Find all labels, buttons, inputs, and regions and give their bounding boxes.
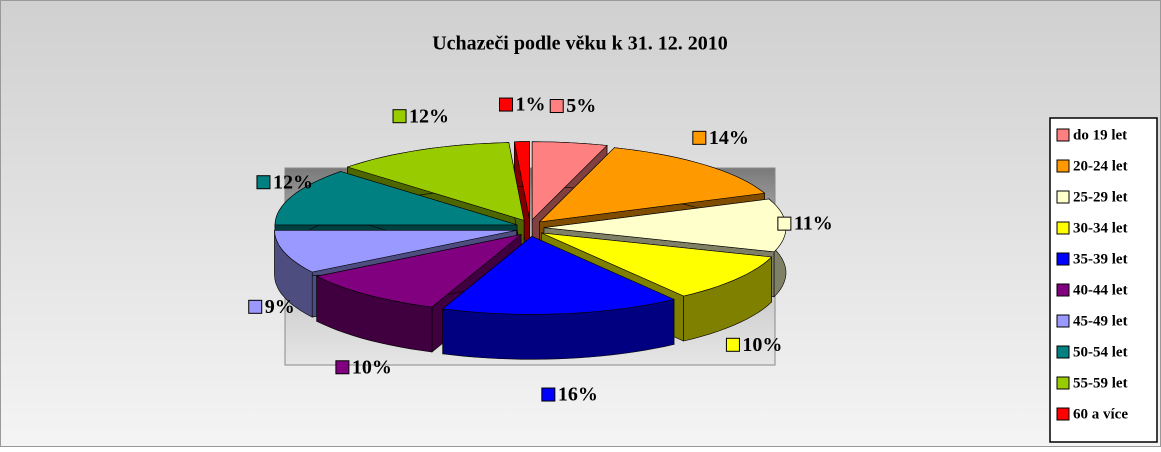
label-key bbox=[692, 130, 707, 145]
label-key bbox=[392, 109, 407, 124]
slice bbox=[274, 230, 517, 273]
label-key bbox=[256, 175, 271, 190]
slice bbox=[315, 234, 522, 308]
slice bbox=[274, 171, 518, 226]
legend-key bbox=[1056, 314, 1070, 328]
legend-label: 30-34 let bbox=[1073, 220, 1128, 236]
data-label: 1% bbox=[516, 94, 546, 116]
label-key bbox=[777, 216, 792, 231]
chart-title: Uchazeči podle věku k 31. 12. 2010 bbox=[432, 33, 728, 55]
legend-label: 35-39 let bbox=[1073, 251, 1128, 267]
slice bbox=[538, 147, 766, 223]
data-label: 11% bbox=[794, 213, 833, 235]
legend-label: do 19 let bbox=[1073, 127, 1127, 143]
legend-key bbox=[1056, 159, 1070, 173]
slice bbox=[541, 232, 773, 297]
label-key bbox=[541, 387, 556, 402]
slice bbox=[514, 141, 530, 220]
legend-label: 55-59 let bbox=[1073, 375, 1128, 391]
data-label: 10% bbox=[742, 334, 782, 356]
slice bbox=[441, 235, 675, 315]
legend-key bbox=[1056, 221, 1070, 235]
label-key bbox=[499, 97, 514, 112]
legend-key bbox=[1056, 407, 1070, 421]
data-label: 9% bbox=[265, 296, 295, 318]
slice bbox=[531, 141, 608, 221]
data-label: 5% bbox=[566, 95, 596, 117]
legend-key bbox=[1056, 128, 1070, 142]
legend-label: 50-54 let bbox=[1073, 344, 1128, 360]
legend-label: 25-29 let bbox=[1073, 189, 1128, 205]
label-key bbox=[725, 337, 740, 352]
legend-key bbox=[1056, 283, 1070, 297]
data-label: 12% bbox=[273, 171, 313, 193]
legend-key bbox=[1056, 376, 1070, 390]
label-key bbox=[335, 360, 350, 375]
data-label: 12% bbox=[409, 105, 449, 127]
legend-label: 40-44 let bbox=[1073, 282, 1128, 298]
legend-key bbox=[1056, 190, 1070, 204]
data-label: 10% bbox=[352, 356, 392, 378]
legend-key bbox=[1056, 252, 1070, 266]
legend-label: 20-24 let bbox=[1073, 158, 1128, 174]
slice bbox=[346, 142, 525, 221]
label-key bbox=[549, 99, 564, 114]
legend-label: 60 a více bbox=[1073, 406, 1128, 422]
legend-label: 45-49 let bbox=[1073, 313, 1128, 329]
legend-key bbox=[1056, 345, 1070, 359]
data-label: 14% bbox=[709, 127, 749, 149]
label-key bbox=[248, 299, 263, 314]
data-label: 16% bbox=[558, 384, 598, 406]
